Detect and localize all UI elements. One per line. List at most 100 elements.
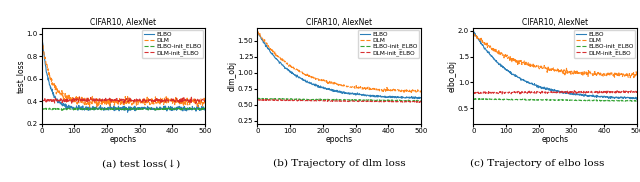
DLM <box>201 100 209 102</box>
ELBO <box>413 97 421 99</box>
DLM <box>136 101 143 103</box>
Text: (a) test loss(↓): (a) test loss(↓) <box>102 159 180 168</box>
DLM <box>558 71 566 73</box>
DLM-init_ELBO <box>548 92 556 94</box>
ELBO <box>470 31 477 33</box>
Line: DLM: DLM <box>42 38 205 107</box>
DLM <box>332 83 340 85</box>
X-axis label: epochs: epochs <box>110 135 137 144</box>
DLM-init_ELBO <box>416 101 424 103</box>
Text: (b) Trajectory of dlm loss: (b) Trajectory of dlm loss <box>273 159 406 168</box>
Y-axis label: dlm_obj: dlm_obj <box>227 61 236 91</box>
ELBO-init_ELBO <box>254 98 262 100</box>
ELBO-init_ELBO <box>558 98 566 100</box>
DLM-init_ELBO <box>116 98 124 100</box>
ELBO-init_ELBO <box>342 99 350 101</box>
Text: (c) Trajectory of elbo loss: (c) Trajectory of elbo loss <box>470 159 605 168</box>
ELBO <box>548 90 556 92</box>
Line: DLM-init_ELBO: DLM-init_ELBO <box>258 100 421 102</box>
DLM-init_ELBO <box>136 98 143 100</box>
DLM <box>627 77 634 79</box>
DLM <box>38 37 46 39</box>
DLM-init_ELBO <box>333 100 340 102</box>
ELBO <box>201 109 209 111</box>
ELBO-init_ELBO <box>71 109 79 112</box>
DLM-init_ELBO <box>172 98 180 100</box>
DLM <box>332 83 339 85</box>
ELBO <box>414 98 422 100</box>
DLM <box>633 75 640 77</box>
Y-axis label: elbo_obj: elbo_obj <box>447 60 456 92</box>
ELBO <box>342 92 350 94</box>
ELBO <box>116 107 124 109</box>
Line: ELBO: ELBO <box>474 32 637 99</box>
ELBO-init_ELBO <box>628 100 636 102</box>
ELBO <box>567 92 575 94</box>
ELBO <box>388 96 396 99</box>
DLM <box>93 106 100 108</box>
ELBO <box>127 109 134 111</box>
DLM-init_ELBO <box>583 89 591 92</box>
Line: ELBO-init_ELBO: ELBO-init_ELBO <box>258 98 421 101</box>
Line: ELBO: ELBO <box>42 37 205 112</box>
DLM <box>172 101 180 104</box>
Y-axis label: test_loss: test_loss <box>16 59 25 93</box>
Legend: ELBO, DLM, ELBO-init_ELBO, DLM-init_ELBO: ELBO, DLM, ELBO-init_ELBO, DLM-init_ELBO <box>358 30 419 58</box>
DLM-init_ELBO <box>630 91 637 93</box>
Line: ELBO: ELBO <box>258 32 421 99</box>
ELBO-init_ELBO <box>255 97 262 99</box>
ELBO-init_ELBO <box>198 107 205 110</box>
ELBO-init_ELBO <box>201 108 209 110</box>
Line: DLM: DLM <box>474 34 637 78</box>
DLM <box>127 102 134 104</box>
DLM-init_ELBO <box>117 99 125 102</box>
ELBO-init_ELBO <box>38 107 46 110</box>
Legend: ELBO, DLM, ELBO-init_ELBO, DLM-init_ELBO: ELBO, DLM, ELBO-init_ELBO, DLM-init_ELBO <box>142 30 204 58</box>
ELBO-init_ELBO <box>633 99 640 102</box>
DLM <box>413 91 421 93</box>
ELBO <box>332 90 339 92</box>
ELBO-init_ELBO <box>470 98 477 100</box>
Title: CIFAR10, AlexNet: CIFAR10, AlexNet <box>306 18 372 27</box>
DLM-init_ELBO <box>201 100 209 102</box>
DLM-init_ELBO <box>332 100 339 102</box>
DLM <box>342 85 350 87</box>
DLM-init_ELBO <box>38 98 46 100</box>
DLM-init_ELBO <box>127 98 134 100</box>
ELBO <box>38 35 46 38</box>
DLM <box>116 97 124 100</box>
DLM-init_ELBO <box>342 100 350 102</box>
DLM-init_ELBO <box>198 99 205 101</box>
ELBO-init_ELBO <box>630 100 637 102</box>
DLM-init_ELBO <box>76 96 83 98</box>
DLM <box>400 92 408 94</box>
ELBO-init_ELBO <box>117 108 125 110</box>
ELBO-init_ELBO <box>186 107 194 109</box>
DLM-init_ELBO <box>567 91 575 93</box>
DLM-init_ELBO <box>254 98 262 101</box>
ELBO <box>136 107 143 109</box>
DLM <box>548 70 556 72</box>
ELBO <box>116 108 124 111</box>
Line: DLM: DLM <box>258 31 421 93</box>
ELBO-init_ELBO <box>567 99 575 101</box>
ELBO <box>172 107 180 109</box>
DLM <box>548 68 556 70</box>
ELBO-init_ELBO <box>477 97 485 100</box>
DLM-init_ELBO <box>413 100 421 102</box>
ELBO <box>417 97 425 99</box>
ELBO-init_ELBO <box>412 100 419 102</box>
ELBO-init_ELBO <box>116 108 124 110</box>
Line: ELBO-init_ELBO: ELBO-init_ELBO <box>474 98 637 101</box>
Line: DLM-init_ELBO: DLM-init_ELBO <box>42 97 205 103</box>
DLM <box>254 30 262 33</box>
DLM-init_ELBO <box>192 102 200 104</box>
ELBO-init_ELBO <box>127 108 134 110</box>
DLM <box>117 103 125 106</box>
Title: CIFAR10, AlexNet: CIFAR10, AlexNet <box>522 18 588 27</box>
DLM-init_ELBO <box>470 91 477 94</box>
ELBO-init_ELBO <box>604 100 612 102</box>
ELBO-init_ELBO <box>548 99 556 101</box>
ELBO <box>604 95 611 98</box>
ELBO-init_ELBO <box>333 98 340 100</box>
